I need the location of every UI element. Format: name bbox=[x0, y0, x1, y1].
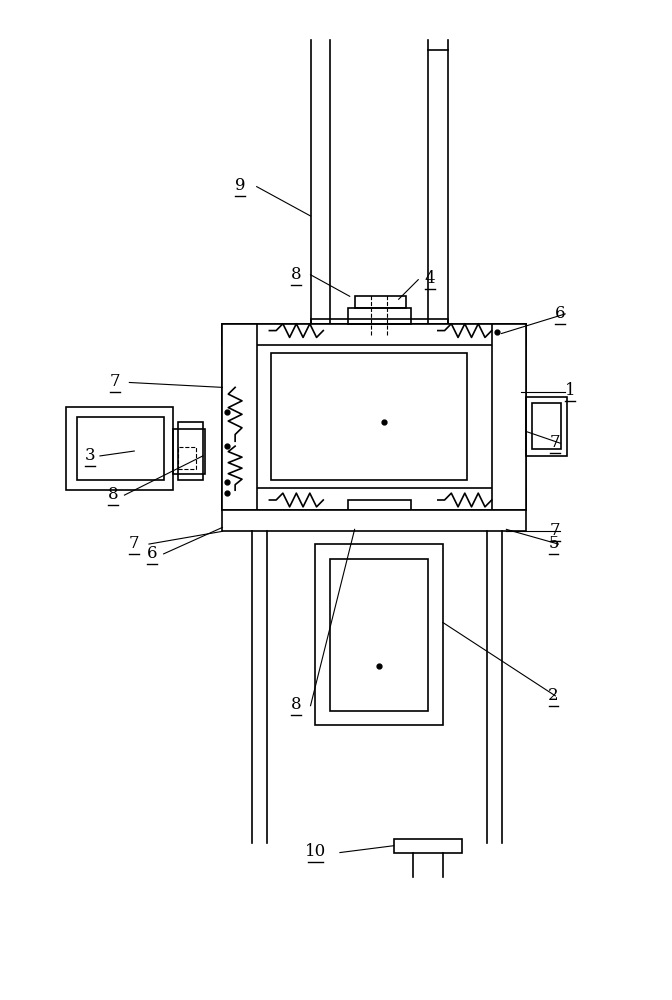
Bar bbox=[532, 403, 561, 449]
Text: 1: 1 bbox=[564, 382, 575, 399]
Bar bbox=[178, 422, 203, 480]
Text: 4: 4 bbox=[425, 270, 435, 287]
Bar bbox=[526, 397, 567, 456]
Text: 3: 3 bbox=[85, 447, 95, 464]
Bar bbox=[222, 324, 526, 510]
Bar bbox=[347, 308, 411, 324]
Text: 6: 6 bbox=[555, 305, 566, 322]
Bar bbox=[355, 296, 405, 308]
Text: 7: 7 bbox=[550, 522, 560, 539]
Bar bbox=[66, 407, 173, 490]
Text: 8: 8 bbox=[108, 486, 118, 503]
Bar bbox=[222, 324, 526, 345]
Bar bbox=[222, 324, 257, 510]
Bar bbox=[355, 514, 405, 529]
Text: 8: 8 bbox=[290, 266, 301, 283]
Bar bbox=[178, 447, 196, 469]
Bar bbox=[222, 510, 526, 531]
Text: 2: 2 bbox=[548, 687, 558, 704]
Text: 7: 7 bbox=[550, 434, 560, 451]
Text: 9: 9 bbox=[235, 177, 245, 194]
Bar bbox=[222, 488, 526, 510]
Bar bbox=[315, 544, 443, 725]
Text: 8: 8 bbox=[290, 696, 301, 713]
Bar bbox=[310, 319, 448, 334]
Bar bbox=[77, 417, 164, 480]
Text: 6: 6 bbox=[146, 545, 157, 562]
Text: 5: 5 bbox=[548, 535, 558, 552]
Bar bbox=[330, 559, 428, 711]
Bar bbox=[271, 353, 467, 480]
Bar bbox=[394, 839, 462, 853]
Text: 7: 7 bbox=[129, 535, 140, 552]
Bar bbox=[492, 324, 526, 510]
Text: 10: 10 bbox=[305, 843, 326, 860]
Text: 7: 7 bbox=[110, 373, 120, 390]
Bar bbox=[347, 500, 411, 516]
Bar bbox=[173, 429, 205, 474]
